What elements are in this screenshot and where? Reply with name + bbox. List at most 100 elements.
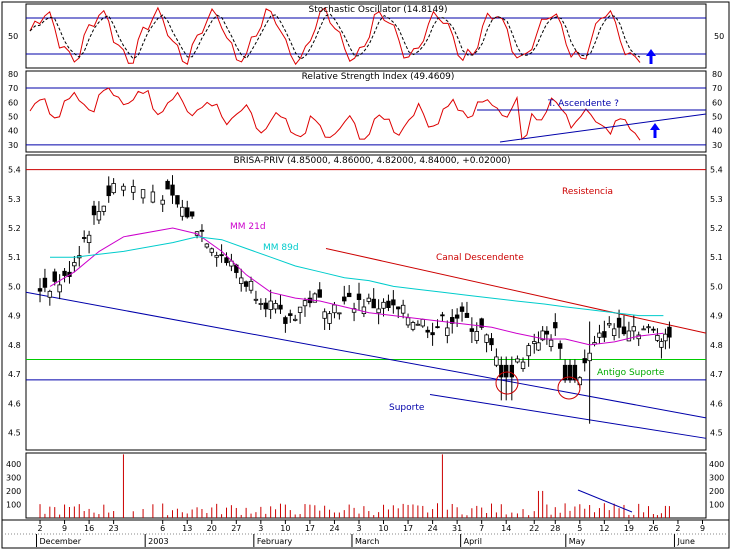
candle-body — [273, 303, 278, 310]
rsi-line — [29, 87, 641, 141]
candle-body — [253, 298, 259, 301]
candle-body — [131, 186, 136, 193]
candle — [616, 309, 622, 339]
candle — [557, 340, 563, 360]
candle-body — [420, 318, 425, 327]
price-title: BRISA-PRIV (4.85000, 4.86000, 4.82000, 4… — [233, 156, 510, 166]
candle — [464, 301, 470, 318]
price-tick-right-2: 5.2 — [710, 224, 723, 233]
xaxis-day-3: 23 — [109, 524, 119, 533]
candle-body — [396, 306, 401, 310]
candle — [52, 268, 57, 286]
candle — [607, 316, 612, 328]
candle — [175, 195, 180, 208]
candle-body — [504, 364, 509, 378]
candle-body — [342, 296, 347, 302]
price-tick-left-5: 4.9 — [8, 312, 21, 321]
vol-tick-right-2: 200 — [709, 487, 724, 496]
candle — [180, 199, 185, 221]
candle-body — [532, 341, 537, 344]
candle-body — [430, 332, 435, 336]
candle — [214, 251, 219, 267]
vol-tick-left-1: 300 — [6, 473, 21, 482]
mm21-line — [49, 227, 664, 346]
xaxis-day-17: 7 — [479, 524, 484, 533]
price-tick-left-3: 5.1 — [8, 253, 21, 262]
candle-body — [322, 311, 327, 319]
candle-body — [376, 308, 381, 314]
candle-body — [626, 330, 632, 342]
candle-body — [391, 299, 396, 306]
candle-body — [655, 335, 660, 341]
xaxis-day-13: 10 — [378, 524, 388, 533]
candle-body — [611, 328, 617, 336]
xaxis-day-4: 6 — [160, 524, 165, 533]
candle — [57, 274, 62, 300]
canal-label: Canal Descendente — [436, 253, 524, 263]
price-tick-left-6: 4.8 — [8, 341, 21, 350]
candle-body — [646, 326, 651, 329]
candle — [111, 178, 116, 195]
candle-body — [366, 297, 372, 302]
rsi-annotation: T. Ascendente ? — [547, 99, 619, 109]
xaxis-day-1: 9 — [62, 524, 67, 533]
candle-body — [572, 364, 578, 381]
candle-body — [263, 302, 268, 310]
candle-body — [415, 323, 421, 326]
candle-body — [106, 185, 111, 197]
xaxis-day-11: 24 — [329, 524, 339, 533]
candle — [150, 184, 156, 204]
candle-body — [288, 313, 293, 316]
xaxis-day-21: 5 — [577, 524, 582, 533]
candle-body — [47, 290, 53, 298]
candle-body — [400, 304, 406, 314]
candle-body — [37, 288, 43, 292]
dip-circle-may — [557, 376, 581, 400]
candle-body — [72, 262, 77, 267]
candle — [386, 294, 391, 312]
candle — [621, 315, 627, 336]
candle-body — [160, 199, 165, 205]
candle — [663, 328, 668, 350]
rsi-tick-right-2: 60 — [712, 98, 722, 107]
channel-lower-line — [25, 291, 707, 419]
candle — [283, 315, 288, 333]
vol-tick-left-3: 100 — [6, 500, 21, 509]
xaxis-day-7: 27 — [231, 524, 241, 533]
rsi-title: Relative Strength Index (49.4609) — [302, 72, 455, 82]
stoch-d-line — [29, 13, 641, 60]
xaxis-day-10: 17 — [305, 524, 315, 533]
candle — [243, 280, 249, 292]
candle-body — [297, 306, 303, 313]
candle — [415, 320, 421, 326]
candle — [489, 333, 494, 351]
xaxis-day-22: 12 — [599, 524, 609, 533]
candle-body — [180, 206, 185, 217]
candle — [631, 315, 636, 340]
price-tick-right-8: 4.6 — [710, 399, 723, 408]
rsi-tick-left-3: 50 — [8, 112, 18, 121]
candle-body — [278, 304, 283, 310]
rsi-tick-right-3: 50 — [712, 112, 722, 121]
candle-body — [214, 255, 219, 258]
candle-body — [557, 343, 563, 349]
candle-body — [165, 180, 170, 190]
xaxis-month-1: 2003 — [148, 537, 168, 546]
rsi-tick-left-0: 80 — [8, 70, 18, 79]
xaxis-day-2: 16 — [84, 524, 94, 533]
candle-body — [42, 277, 48, 288]
xaxis-day-16: 31 — [452, 524, 462, 533]
candle-body — [258, 303, 264, 305]
candle-body — [327, 313, 332, 324]
candle-body — [239, 277, 244, 284]
candle-body — [562, 364, 568, 381]
rsi-trend-line — [499, 113, 707, 143]
stoch-k-line — [29, 6, 641, 66]
candle — [47, 289, 53, 306]
candle-body — [544, 330, 550, 335]
candle-body — [459, 306, 465, 312]
price-tick-right-1: 5.3 — [710, 195, 723, 204]
candle — [459, 302, 465, 322]
mm89-line — [50, 236, 664, 317]
